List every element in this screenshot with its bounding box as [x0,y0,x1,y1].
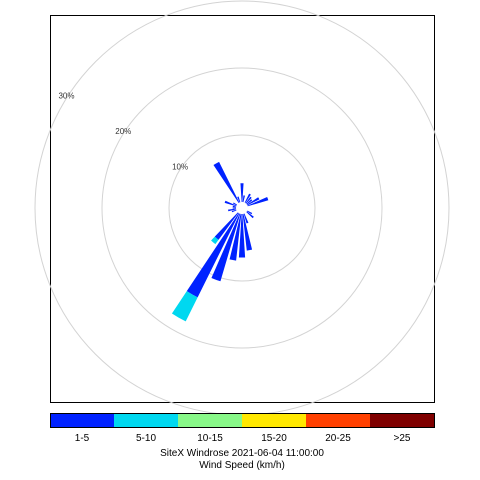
key-swatch-1 [50,413,114,427]
petal-180-1-5 [238,213,246,258]
key-swatch-6 [370,413,434,427]
petal-40-1-5 [245,196,252,204]
grid-rings [34,0,450,416]
petal-330-1-5 [213,161,240,203]
key-swatch-3 [178,413,242,427]
petal-190-1-5 [229,213,242,261]
plot-frame [50,15,435,403]
petal-220-5-10 [211,236,219,245]
petal-60-1-5 [247,197,260,206]
petal-0-1-5 [240,183,244,203]
petal-280-1-5 [232,205,237,208]
key-swatch-2 [114,413,178,427]
grid-ring-1 [168,134,316,282]
ring-label-3: 30% [58,91,74,100]
petal-260-1-5 [228,208,237,212]
key-swatch-5 [306,413,370,427]
petal-250-1-5 [231,209,237,213]
key-label-6: >25 [394,433,411,444]
ring-labels: 10% 20% 30% [58,91,188,171]
petal-120-1-5 [247,210,253,215]
petal-340-1-5 [237,196,241,203]
petal-30-1-5 [244,193,251,203]
key-label-4: 15-20 [261,433,287,444]
petal-220-1-5 [214,212,239,240]
key-title: Wind Speed (km/h) [199,460,285,471]
petal-300-1-5 [233,202,237,206]
petal-210-5-10 [171,291,198,322]
petal-10-1-5 [242,195,245,203]
petal-50-1-5 [246,199,253,205]
key-label-5: 20-25 [325,433,351,444]
key-label-3: 10-15 [197,433,223,444]
chart-title: SiteX Windrose 2021-06-04 11:00:00 [160,448,324,459]
grid-ring-2 [101,67,383,349]
petal-290-1-5 [224,200,237,207]
speed-key: 1-5 5-10 10-15 15-20 20-25 >25 [50,413,435,444]
ring-label-1: 10% [172,162,188,171]
key-label-2: 5-10 [136,433,156,444]
key-label-1: 1-5 [75,433,90,444]
petal-130-1-5 [246,211,254,219]
grid-ring-3 [34,0,450,416]
key-swatch-4 [242,413,306,427]
petal-160-1-5 [243,213,249,224]
petal-210-1-5 [186,213,240,298]
petal-70-1-5 [247,197,269,207]
petal-170-1-5 [242,213,253,251]
petal-200-1-5 [211,213,241,282]
ring-label-2: 20% [115,127,131,136]
petal-270-1-5 [232,207,237,209]
key-frame [50,413,435,428]
wind-petals [171,161,269,322]
